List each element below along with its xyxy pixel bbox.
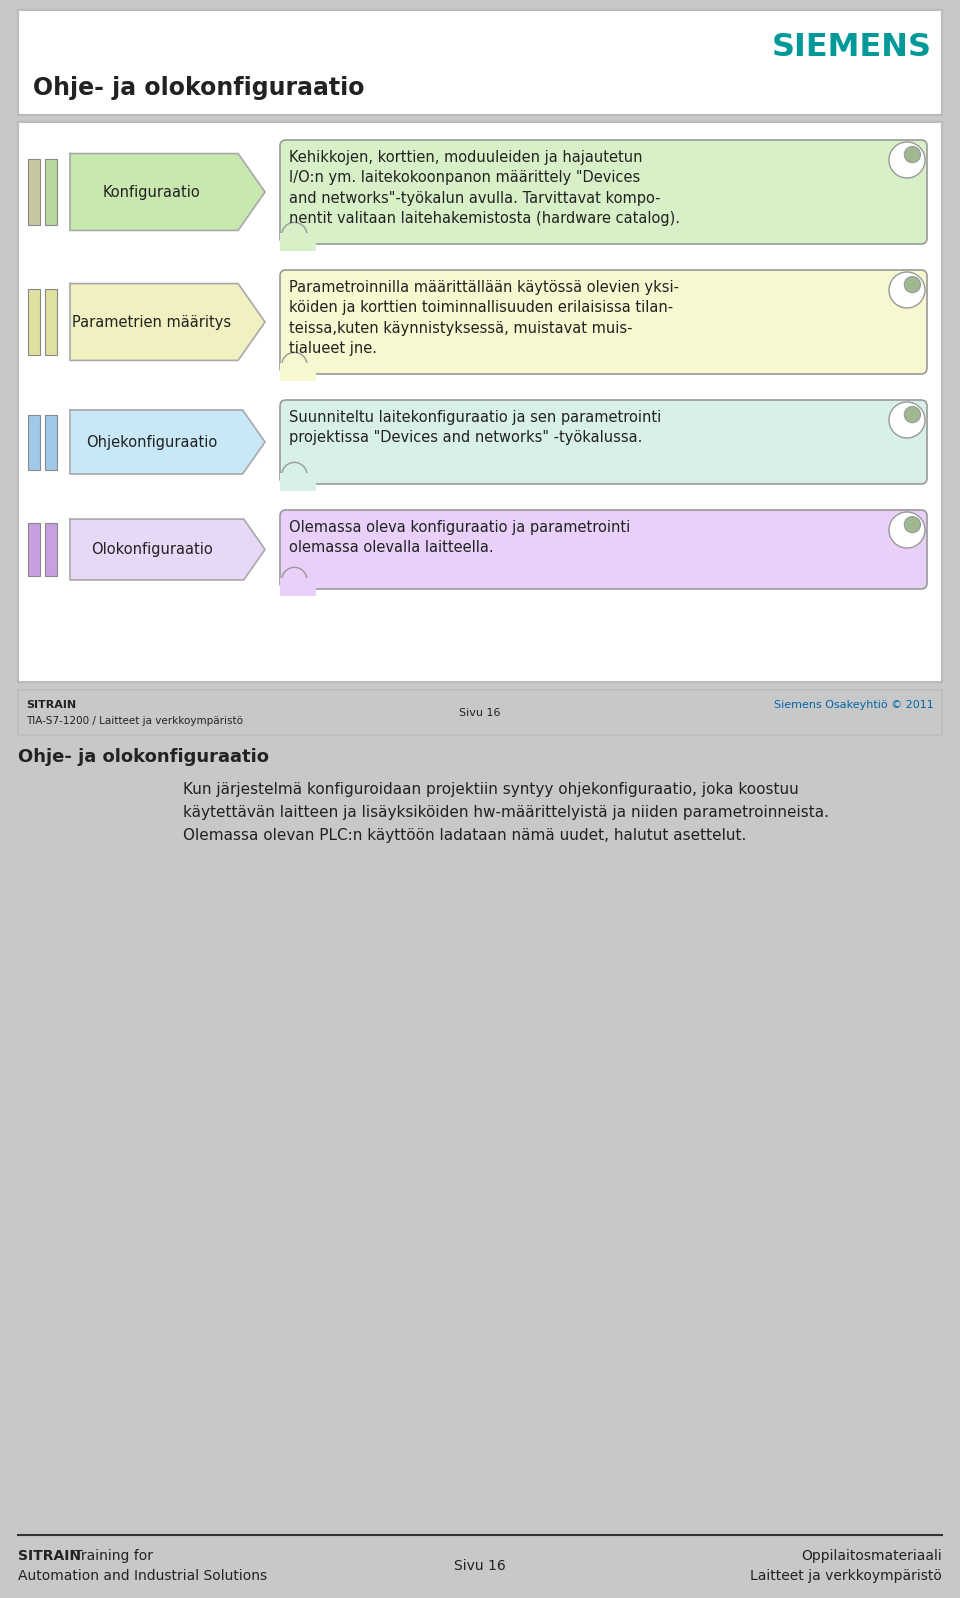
Text: Kun järjestelmä konfiguroidaan projektiin syntyy ohjekonfiguraatio, joka koostuu: Kun järjestelmä konfiguroidaan projektii… bbox=[183, 781, 829, 842]
FancyBboxPatch shape bbox=[28, 414, 40, 470]
Text: Parametrien määritys: Parametrien määritys bbox=[72, 315, 231, 329]
FancyBboxPatch shape bbox=[45, 524, 57, 575]
Text: Olokonfiguraatio: Olokonfiguraatio bbox=[91, 542, 213, 558]
Polygon shape bbox=[70, 153, 265, 230]
FancyBboxPatch shape bbox=[28, 524, 40, 575]
Circle shape bbox=[282, 567, 307, 593]
Text: Suunniteltu laitekonfiguraatio ja sen parametrointi
projektissa "Devices and net: Suunniteltu laitekonfiguraatio ja sen pa… bbox=[289, 411, 661, 446]
Polygon shape bbox=[70, 519, 265, 580]
Text: Konfiguraatio: Konfiguraatio bbox=[103, 184, 201, 200]
FancyBboxPatch shape bbox=[280, 270, 927, 374]
Circle shape bbox=[904, 147, 921, 163]
FancyBboxPatch shape bbox=[18, 690, 942, 735]
FancyBboxPatch shape bbox=[280, 141, 927, 244]
Text: TIA-S7-1200 / Laitteet ja verkkoympäristö: TIA-S7-1200 / Laitteet ja verkkoympärist… bbox=[26, 716, 243, 725]
Text: Siemens Osakeyhtiö © 2011: Siemens Osakeyhtiö © 2011 bbox=[775, 700, 934, 710]
Text: SIEMENS: SIEMENS bbox=[772, 32, 932, 64]
Circle shape bbox=[889, 142, 925, 177]
Circle shape bbox=[889, 403, 925, 438]
Polygon shape bbox=[70, 411, 265, 475]
FancyBboxPatch shape bbox=[18, 121, 942, 682]
Text: SITRAIN: SITRAIN bbox=[18, 1548, 81, 1563]
Circle shape bbox=[904, 516, 921, 532]
FancyBboxPatch shape bbox=[280, 233, 316, 251]
FancyBboxPatch shape bbox=[18, 10, 942, 115]
Text: Laitteet ja verkkoympäristö: Laitteet ja verkkoympäristö bbox=[750, 1569, 942, 1584]
Text: Ohje- ja olokonfiguraatio: Ohje- ja olokonfiguraatio bbox=[33, 77, 365, 101]
Text: SITRAIN: SITRAIN bbox=[26, 700, 76, 710]
Circle shape bbox=[904, 276, 921, 292]
FancyBboxPatch shape bbox=[280, 363, 316, 382]
Circle shape bbox=[904, 406, 921, 423]
FancyBboxPatch shape bbox=[280, 510, 927, 590]
Text: Parametroinnilla määrittällään käytössä olevien yksi-
köiden ja korttien toiminn: Parametroinnilla määrittällään käytössä … bbox=[289, 280, 679, 356]
Text: Kehikkojen, korttien, moduuleiden ja hajautetun
I/O:n ym. laitekokoonpanon määri: Kehikkojen, korttien, moduuleiden ja haj… bbox=[289, 150, 680, 227]
Text: Ohje- ja olokonfiguraatio: Ohje- ja olokonfiguraatio bbox=[18, 748, 269, 765]
Circle shape bbox=[889, 511, 925, 548]
FancyBboxPatch shape bbox=[28, 289, 40, 355]
FancyBboxPatch shape bbox=[45, 289, 57, 355]
Polygon shape bbox=[70, 283, 265, 361]
Text: Ohjekonfiguraatio: Ohjekonfiguraatio bbox=[86, 435, 218, 449]
Circle shape bbox=[282, 353, 307, 377]
Circle shape bbox=[889, 272, 925, 308]
Circle shape bbox=[282, 222, 307, 248]
Text: Oppilaitosmateriaali: Oppilaitosmateriaali bbox=[802, 1548, 942, 1563]
FancyBboxPatch shape bbox=[280, 473, 316, 491]
Text: Automation and Industrial Solutions: Automation and Industrial Solutions bbox=[18, 1569, 267, 1584]
Text: Sivu 16: Sivu 16 bbox=[454, 1560, 506, 1572]
FancyBboxPatch shape bbox=[28, 158, 40, 225]
FancyBboxPatch shape bbox=[45, 414, 57, 470]
FancyBboxPatch shape bbox=[280, 400, 927, 484]
Text: Training for: Training for bbox=[70, 1548, 153, 1563]
Circle shape bbox=[282, 462, 307, 487]
FancyBboxPatch shape bbox=[45, 158, 57, 225]
Text: Sivu 16: Sivu 16 bbox=[459, 708, 501, 718]
Text: Olemassa oleva konfiguraatio ja parametrointi
olemassa olevalla laitteella.: Olemassa oleva konfiguraatio ja parametr… bbox=[289, 519, 631, 556]
FancyBboxPatch shape bbox=[280, 578, 316, 596]
